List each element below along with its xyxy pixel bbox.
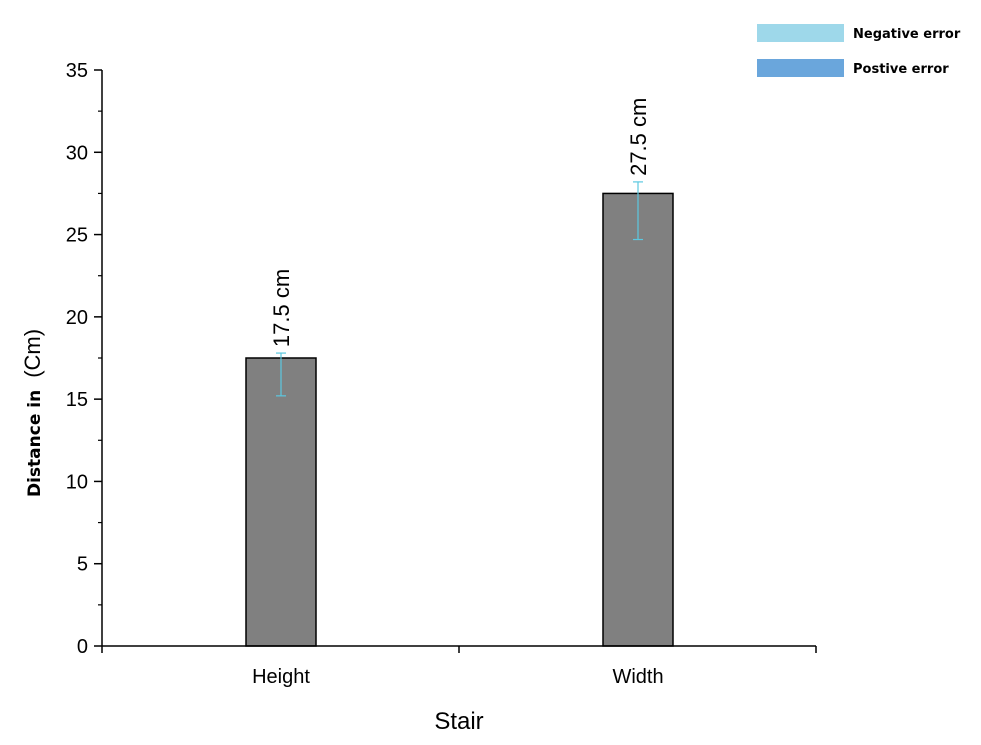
legend-swatch [757, 59, 844, 77]
error-bars-group [276, 181, 643, 397]
data-labels-group: 17.5 cm 27.5 cm [269, 98, 651, 347]
y-tick-label: 35 [66, 60, 88, 82]
y-tick-label: 30 [66, 142, 88, 164]
x-tick-label: Height [252, 666, 310, 688]
y-axis-title-unit: (Cm) [20, 329, 45, 378]
axes-group [101, 70, 816, 647]
x-ticks-group: Height Width [101, 646, 817, 688]
bar [602, 192, 674, 647]
y-tick-label: 0 [77, 636, 88, 658]
y-tick-label: 25 [66, 225, 88, 247]
data-label: 17.5 cm [269, 269, 294, 347]
y-tick-label: 5 [77, 554, 88, 576]
y-axis-title-prefix: Distance in [25, 390, 45, 497]
x-axis-title: Stair [434, 708, 483, 735]
legend-label: Postive error [853, 62, 949, 77]
y-axis-title: Distance in (Cm) [20, 329, 45, 497]
x-tick-label: Width [612, 666, 663, 688]
y-tick-label: 20 [66, 307, 88, 329]
bar [245, 357, 317, 647]
legend-label: Negative error [853, 27, 961, 42]
y-tick-label: 15 [66, 389, 88, 411]
data-label: 27.5 cm [626, 98, 651, 176]
legend: Negative error Postive error [757, 24, 961, 77]
bars-group [245, 192, 674, 647]
y-tick-label: 10 [66, 471, 88, 493]
svg-text:Distance in (Cm): Distance in (Cm) [20, 329, 45, 497]
legend-swatch [757, 24, 844, 42]
y-ticks-group: 0 5 10 15 20 25 30 35 [66, 60, 102, 658]
